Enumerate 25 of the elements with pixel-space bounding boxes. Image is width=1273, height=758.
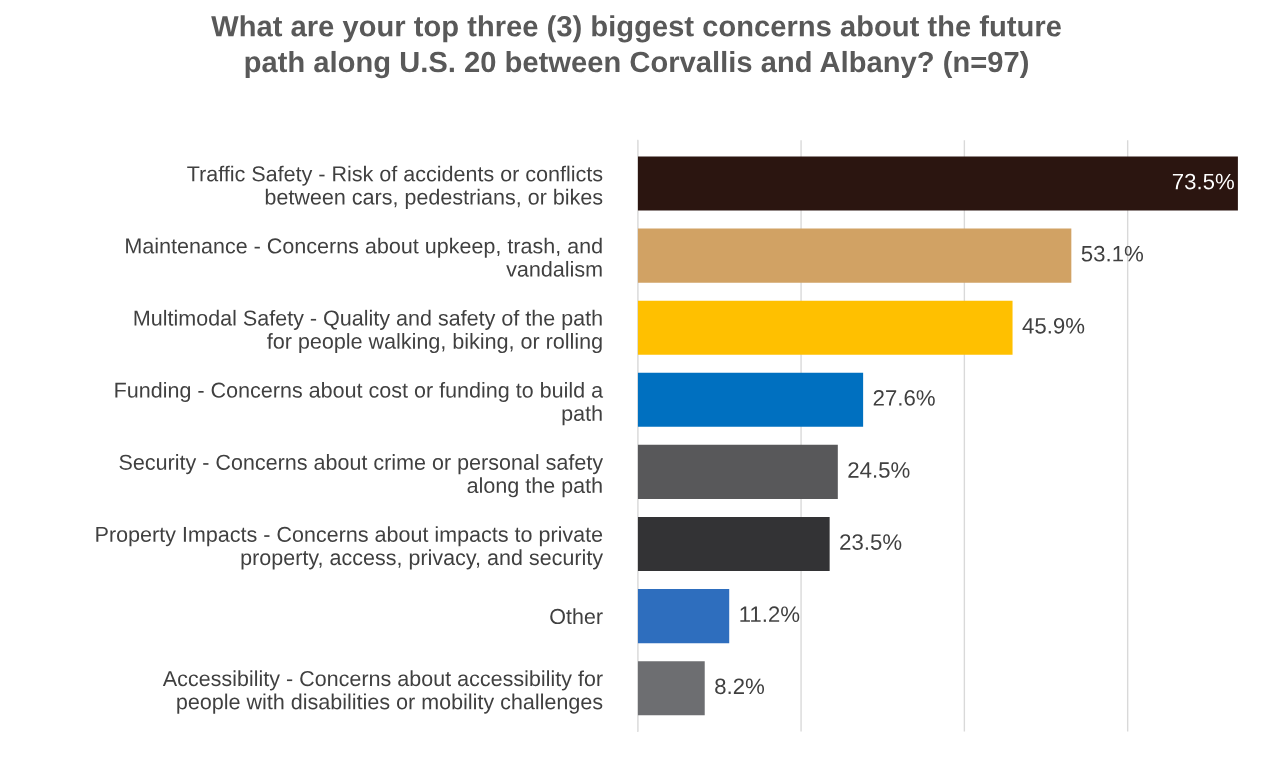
bar	[637, 444, 838, 499]
y-tick-label: Accessibility - Concerns about accessibility for people with disabilities or mobility challenges	[162, 670, 603, 714]
y-tick-label: Multimodal Safety - Quality and safety of the path for people walking, biking, or rolling	[134, 309, 602, 354]
data-label: 45.9%	[1022, 317, 1085, 334]
data-label: 24.5%	[848, 462, 910, 478]
y-tick-label: Security - Concerns about crime or personal safety along the path	[119, 454, 604, 498]
bar	[637, 372, 864, 427]
data-label: 23.5%	[840, 534, 902, 550]
bar	[637, 516, 830, 572]
y-tick-label: Funding - Concerns about cost or funding to build a path	[115, 381, 604, 426]
bar	[637, 589, 730, 644]
chart-title: What are your top three (3) biggest concerns about the future path along U.S. 20 between Corvallis and Albany? (n=97)	[211, 15, 1061, 79]
data-label: 73.5%	[1172, 173, 1234, 190]
bar	[637, 156, 1238, 211]
data-label: 53.1%	[1081, 245, 1144, 262]
bar	[637, 228, 1072, 283]
data-label: 27.6%	[873, 390, 935, 406]
data-label: 11.2%	[740, 606, 800, 622]
data-label: 8.2%	[715, 678, 765, 695]
y-tick-label: Property Impacts - Concerns about impacts to private property, access, privacy, and security	[96, 526, 604, 570]
bar	[637, 300, 1013, 355]
bar	[637, 661, 705, 716]
y-tick-label: Traffic Safety - Risk of accidents or conflicts between cars, pedestrians, or bikes	[187, 165, 603, 209]
y-tick-label: Maintenance - Concerns about upkeep, trash, and vandalism	[126, 237, 602, 277]
y-tick-label: Other	[550, 608, 603, 625]
